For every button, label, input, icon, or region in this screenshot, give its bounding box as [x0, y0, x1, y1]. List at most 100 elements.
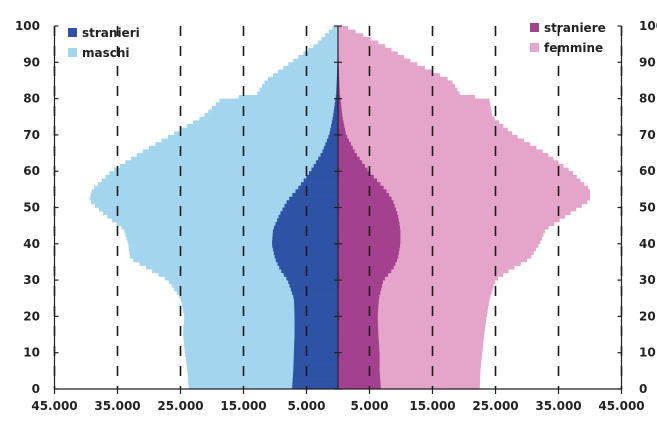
bar-straniere-age-83 [338, 84, 340, 89]
bar-stranieri-age-0 [292, 385, 338, 390]
y-tick-label-right-0: 0 [639, 382, 647, 396]
bar-straniere-age-10 [338, 349, 380, 353]
bar-stranieri-age-82 [336, 87, 338, 92]
bar-stranieri-age-56 [301, 182, 338, 187]
bar-straniere-age-70 [338, 131, 346, 136]
bar-femmine-age-71 [338, 127, 508, 132]
bar-maschi-age-17 [183, 323, 338, 328]
bar-straniere-age-61 [338, 163, 365, 168]
bar-maschi-age-18 [183, 320, 338, 324]
bar-maschi-age-25 [179, 294, 338, 299]
bar-femmine-age-52 [338, 196, 590, 201]
bar-stranieri-age-66 [323, 145, 338, 150]
y-tick-label-left-70: 70 [23, 128, 40, 142]
legend-right: straniere femmine [530, 21, 606, 55]
legend-swatch-maschi [68, 48, 77, 57]
axis-layer: 0 0 10 10 20 20 30 30 40 40 50 50 60 60 70 70 80 80 90 90 10… [15, 19, 657, 413]
bar-maschi-age-84 [264, 80, 338, 85]
bar-femmine-age-37 [338, 251, 534, 255]
bar-maschi-age-62 [125, 160, 339, 165]
bar-maschi-age-71 [180, 127, 338, 132]
bar-maschi-age-2 [188, 378, 338, 383]
bar-femmine-age-56 [338, 182, 585, 187]
y-tick-label-right-10: 10 [639, 346, 656, 360]
y-tick-label-left-90: 90 [23, 55, 40, 69]
bar-maschi-age-53 [90, 192, 338, 197]
bar-femmine-age-73 [338, 120, 499, 125]
bar-maschi-age-78 [215, 102, 338, 107]
bar-femmine-age-86 [338, 73, 441, 78]
bar-stranieri-age-60 [311, 167, 338, 172]
bar-maschi-age-67 [155, 142, 338, 147]
bar-femmine-age-16 [338, 327, 485, 332]
bar-femmine-age-34 [338, 261, 521, 266]
bar-femmine-age-54 [338, 189, 590, 194]
bar-straniere-age-51 [338, 200, 394, 205]
x-tick-label-5: 5.000 [351, 399, 389, 413]
bar-femmine-age-25 [338, 294, 491, 299]
bar-stranieri-age-71 [330, 127, 338, 132]
bar-femmine-age-66 [338, 145, 537, 150]
bar-maschi-age-60 [114, 167, 338, 172]
bar-straniere-age-56 [338, 182, 381, 187]
bar-maschi-age-4 [187, 370, 338, 375]
bar-straniere-age-68 [338, 138, 350, 143]
bar-stranieri-age-7 [293, 359, 338, 364]
bar-femmine-age-61 [338, 163, 564, 168]
legend-swatch-straniere [530, 23, 539, 32]
legend-swatch-stranieri [68, 28, 77, 37]
bar-stranieri-age-8 [293, 356, 338, 361]
y-tick-label-right-20: 20 [639, 309, 656, 323]
bar-maschi-age-56 [97, 182, 338, 187]
bar-stranieri-age-58 [306, 174, 338, 179]
bar-stranieri-age-74 [332, 116, 338, 121]
bar-femmine-age-74 [338, 116, 495, 121]
y-tick-label-left-50: 50 [23, 201, 40, 215]
bar-straniere-age-49 [338, 207, 396, 212]
bar-stranieri-age-9 [293, 352, 338, 357]
bar-femmine-age-75 [338, 113, 493, 118]
bar-stranieri-age-84 [336, 80, 338, 85]
bar-maschi-age-61 [119, 163, 339, 168]
bar-stranieri-age-57 [303, 178, 339, 183]
bar-stranieri-age-39 [272, 243, 338, 248]
bar-femmine-age-45 [338, 222, 555, 226]
bar-femmine-age-6 [338, 363, 481, 368]
bar-femmine-age-31 [338, 272, 504, 277]
bar-maschi-age-19 [184, 316, 338, 321]
bar-stranieri-age-76 [333, 109, 338, 114]
bar-femmine-age-8 [338, 356, 482, 361]
bar-maschi-age-5 [187, 367, 338, 372]
bar-straniere-age-2 [338, 378, 381, 383]
bar-maschi-age-34 [139, 261, 338, 266]
bar-maschi-age-76 [208, 109, 338, 114]
bar-maschi-age-90 [293, 58, 338, 63]
bar-femmine-age-58 [338, 174, 577, 179]
bar-maschi-age-14 [183, 334, 338, 339]
bar-femmine-age-27 [338, 287, 493, 292]
bar-straniere-age-34 [338, 261, 396, 266]
bar-femmine-age-7 [338, 359, 482, 364]
bar-stranieri-age-13 [294, 338, 338, 343]
bar-straniere-age-0 [338, 385, 381, 390]
bar-femmine-age-39 [338, 243, 539, 248]
bar-straniere-age-11 [338, 345, 380, 350]
bar-stranieri-age-67 [325, 142, 338, 147]
bar-femmine-age-3 [338, 374, 481, 379]
bars-layer [89, 26, 590, 390]
bar-stranieri-age-16 [294, 327, 338, 332]
bar-straniere-age-23 [338, 301, 379, 306]
bar-femmine-age-1 [338, 381, 480, 386]
bar-maschi-age-55 [94, 185, 338, 190]
bar-straniere-age-18 [338, 320, 378, 324]
bar-straniere-age-29 [338, 280, 383, 285]
bar-stranieri-age-25 [293, 294, 338, 299]
bar-femmine-age-55 [338, 185, 589, 190]
y-tick-label-left-80: 80 [23, 92, 40, 106]
bar-maschi-age-63 [131, 156, 338, 161]
bar-maschi-age-11 [184, 345, 338, 350]
bar-straniere-age-84 [338, 80, 340, 85]
bar-femmine-age-91 [338, 55, 405, 59]
